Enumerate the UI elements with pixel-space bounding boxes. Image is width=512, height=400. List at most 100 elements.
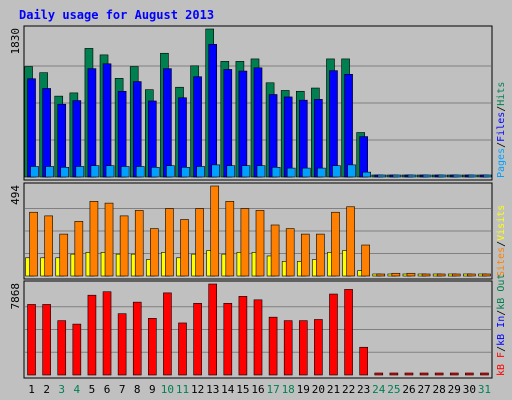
bar-sites-12	[195, 208, 204, 277]
legend-entry: Sites	[496, 247, 507, 277]
bar-files-10	[163, 68, 172, 178]
bar-kb-f-1	[27, 304, 36, 376]
x-tick-label: 7	[119, 383, 126, 396]
x-tick-label: 14	[221, 383, 235, 396]
bar-sites-23	[361, 244, 370, 277]
bar-files-9	[148, 100, 157, 178]
bar-files-12	[193, 76, 202, 178]
x-tick-label: 12	[191, 383, 204, 396]
x-tick-label: 9	[149, 383, 156, 396]
bar-pages-12	[196, 166, 205, 178]
bar-sites-24	[376, 273, 386, 277]
bar-kb-f-30	[465, 372, 474, 376]
panel-side-legend: Pages/Files/Hits	[496, 82, 507, 178]
panel-sites: 494 Sites/Visits	[9, 182, 507, 280]
bar-pages-1	[30, 166, 39, 178]
bar-sites-26	[406, 272, 416, 277]
bar-pages-4	[75, 166, 85, 178]
bar-kb-f-7	[117, 313, 127, 376]
x-tick-label: 21	[327, 383, 340, 396]
panel-max-label: 7868	[9, 283, 22, 310]
x-tick-label: 17	[266, 383, 279, 396]
legend-entry: Pages	[496, 148, 507, 178]
bar-pages-26	[407, 174, 417, 178]
x-tick-label: 5	[89, 383, 96, 396]
bar-pages-22	[347, 164, 356, 178]
bar-pages-27	[422, 174, 432, 178]
bar-pages-5	[90, 165, 100, 178]
bar-kb-f-31	[480, 372, 489, 376]
bar-pages-17	[271, 166, 281, 178]
bar-pages-13	[211, 164, 221, 178]
bar-kb-f-19	[298, 320, 308, 376]
panel-hits: 1830 Pages/Files/Hits	[9, 25, 507, 181]
bar-pages-21	[332, 165, 341, 178]
bar-kb-f-3	[57, 320, 67, 376]
bar-sites-4	[74, 221, 84, 277]
bar-kb-f-6	[102, 291, 112, 376]
bar-pages-31	[483, 174, 492, 178]
bar-kb-f-11	[178, 322, 187, 376]
x-tick-label: 27	[417, 383, 430, 396]
bar-files-14	[223, 69, 233, 178]
bar-sites-10	[165, 208, 174, 277]
bar-sites-30	[467, 273, 476, 277]
x-tick-label: 10	[161, 383, 174, 396]
bar-files-18	[283, 96, 293, 178]
legend-entry: /	[496, 106, 507, 112]
x-tick-label: 2	[43, 383, 50, 396]
bar-sites-28	[436, 273, 446, 277]
bar-files-3	[57, 103, 67, 178]
bar-pages-14	[226, 165, 236, 178]
bar-kb-f-5	[87, 294, 97, 376]
x-tick-label: 6	[104, 383, 111, 396]
bar-sites-17	[270, 224, 280, 277]
bar-files-21	[329, 70, 338, 178]
x-tick-label: 13	[206, 383, 219, 396]
bar-kb-f-13	[208, 283, 218, 376]
bar-kb-f-14	[223, 302, 233, 376]
x-tick-label: 11	[176, 383, 189, 396]
legend-entry: /	[496, 142, 507, 148]
bar-sites-8	[134, 210, 144, 277]
bar-kb-f-28	[434, 372, 444, 376]
legend-entry: kB Out	[496, 274, 507, 310]
bar-files-11	[178, 97, 187, 178]
bar-sites-7	[119, 215, 129, 277]
bar-kb-f-20	[314, 319, 323, 376]
x-tick-label: 28	[433, 383, 446, 396]
bar-files-2	[42, 88, 51, 178]
bar-files-6	[102, 63, 112, 178]
bar-pages-19	[301, 167, 311, 178]
bar-files-16	[253, 67, 263, 178]
x-tick-label: 31	[478, 383, 491, 396]
bar-kb-f-25	[389, 372, 399, 376]
bar-kb-f-9	[148, 318, 157, 376]
bar-files-17	[268, 94, 278, 178]
bar-files-7	[117, 90, 127, 178]
legend-entry: kB In	[496, 316, 507, 346]
bar-sites-31	[482, 273, 491, 277]
bar-files-19	[298, 99, 308, 178]
x-tick-label: 15	[236, 383, 249, 396]
x-tick-label: 1	[28, 383, 35, 396]
bar-kb-f-2	[42, 304, 51, 376]
bar-kb-f-23	[359, 346, 368, 376]
legend-entry: /	[496, 346, 507, 352]
bar-kb-f-24	[374, 372, 384, 376]
bar-sites-25	[391, 272, 401, 277]
bar-pages-3	[60, 166, 70, 178]
bar-files-1	[27, 78, 36, 178]
panel-side-legend: kB F/kB In/kB Out	[496, 274, 507, 376]
bar-sites-13	[210, 185, 220, 277]
bar-kb-f-29	[449, 372, 459, 376]
panel-max-label: 1830	[9, 28, 22, 55]
bar-files-5	[87, 68, 97, 178]
bar-kb-f-22	[344, 289, 353, 376]
bar-kb-f-21	[329, 293, 338, 376]
bar-kb-f-26	[404, 372, 414, 376]
bar-files-20	[314, 99, 323, 178]
x-tick-label: 22	[342, 383, 355, 396]
